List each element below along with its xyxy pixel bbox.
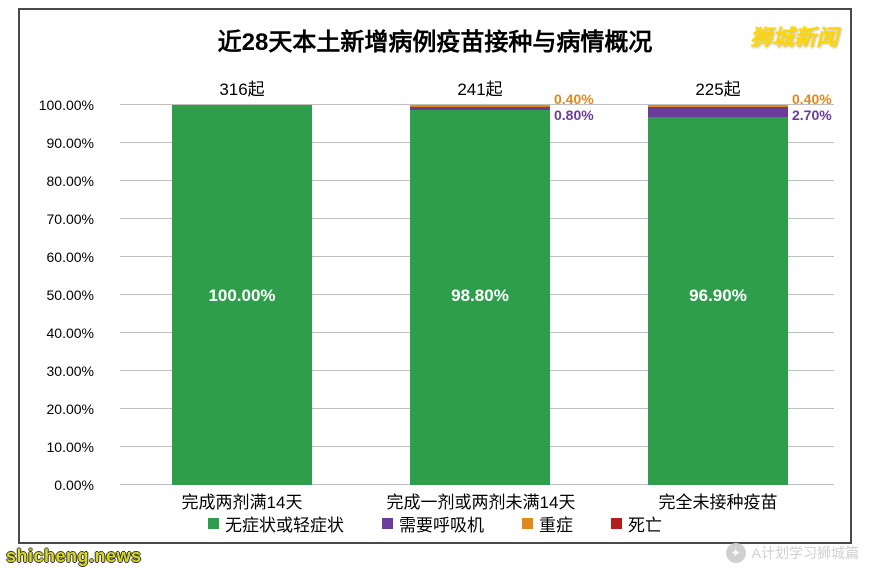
xtick-1: 完成一剂或两剂未满14天: [356, 488, 606, 513]
xtick-0: 完成两剂满14天: [142, 488, 342, 513]
watermark-bottom-right: ✦ A计划学习狮城篇: [726, 543, 859, 563]
legend-label-2: 重症: [539, 511, 573, 536]
watermark-bottom-left: shicheng.news: [6, 546, 142, 567]
bar-side-label-1-0: 0.40%: [554, 91, 594, 107]
plot-area: 0.00% 10.00% 20.00% 30.00% 40.00% 50.00%…: [120, 105, 834, 485]
legend-swatch-2: [522, 518, 533, 529]
bar-group-2: 96.90%: [648, 105, 788, 485]
bar-side-label-2-0: 0.40%: [792, 91, 832, 107]
legend-item-2: 重症: [522, 511, 573, 536]
chart-title: 近28天本土新增病例疫苗接种与病情概况: [20, 10, 850, 65]
bar-seg-ventilator-1: [410, 107, 550, 110]
bar-total-2: 225起: [618, 75, 818, 100]
ytick-9: 90.00%: [4, 135, 94, 151]
wechat-icon: ✦: [726, 543, 746, 563]
bar-main-label-2: 96.90%: [648, 286, 788, 306]
bar-total-0: 316起: [142, 75, 342, 100]
ytick-0: 0.00%: [4, 477, 94, 493]
watermark-top-right: 狮城新闻: [750, 20, 838, 52]
legend-item-1: 需要呼吸机: [382, 511, 484, 536]
ytick-7: 70.00%: [4, 211, 94, 227]
bar-side-label-1-1: 0.80%: [554, 107, 594, 123]
legend-swatch-0: [208, 518, 219, 529]
watermark-bottom-right-text: A计划学习狮城篇: [752, 543, 859, 563]
legend-label-3: 死亡: [628, 511, 662, 536]
bar-seg-severe-2: [648, 105, 788, 107]
bar-main-label-1: 98.80%: [410, 286, 550, 306]
legend-label-0: 无症状或轻症状: [225, 511, 344, 536]
legend-swatch-1: [382, 518, 393, 529]
bar-total-1: 241起: [380, 75, 580, 100]
bar-seg-severe-1: [410, 105, 550, 107]
chart-container: 近28天本土新增病例疫苗接种与病情概况 狮城新闻 0.00% 10.00% 20…: [18, 8, 852, 544]
bar-main-label-0: 100.00%: [172, 286, 312, 306]
ytick-2: 20.00%: [4, 401, 94, 417]
legend-item-0: 无症状或轻症状: [208, 511, 344, 536]
ytick-5: 50.00%: [4, 287, 94, 303]
ytick-10: 100.00%: [4, 97, 94, 113]
ytick-1: 10.00%: [4, 439, 94, 455]
bar-seg-ventilator-2: [648, 107, 788, 117]
xtick-2: 完全未接种疫苗: [618, 488, 818, 513]
legend-label-1: 需要呼吸机: [399, 511, 484, 536]
legend-swatch-3: [611, 518, 622, 529]
bar-group-1: 98.80%: [410, 105, 550, 485]
legend-item-3: 死亡: [611, 511, 662, 536]
ytick-6: 60.00%: [4, 249, 94, 265]
bar-group-0: 100.00%: [172, 105, 312, 485]
ytick-4: 40.00%: [4, 325, 94, 341]
ytick-3: 30.00%: [4, 363, 94, 379]
legend: 无症状或轻症状 需要呼吸机 重症 死亡: [20, 511, 850, 536]
ytick-8: 80.00%: [4, 173, 94, 189]
bar-side-label-2-1: 2.70%: [792, 107, 832, 123]
